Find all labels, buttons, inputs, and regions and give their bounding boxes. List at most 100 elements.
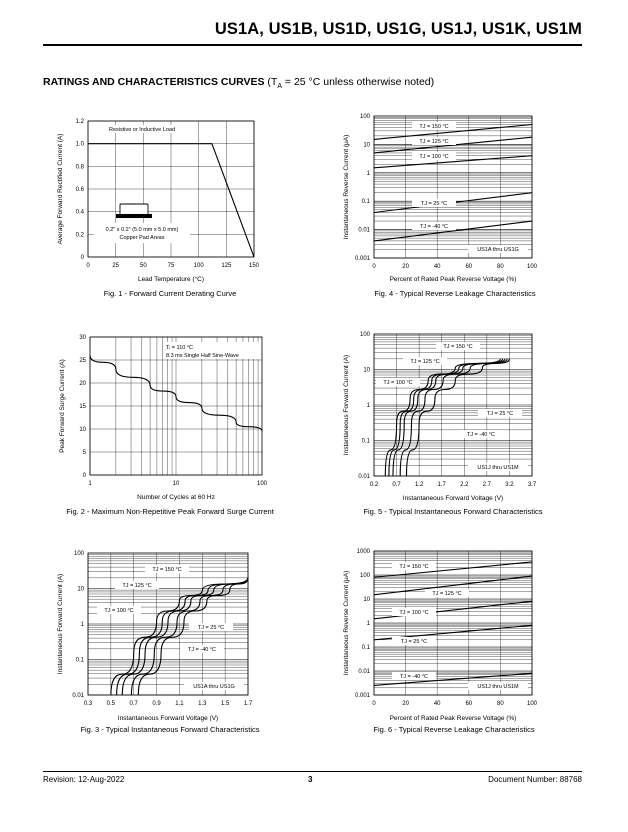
- fig6-y-tick-label: 0.01: [358, 669, 370, 675]
- fig3-series-line: [110, 577, 249, 696]
- fig6-x-tick-label: 60: [465, 701, 472, 707]
- fig4-series-line: [373, 123, 533, 140]
- fig6-y-tick-label: 1: [367, 621, 371, 627]
- fig2-x-axis-label: Number of Cycles at 60 Hz: [137, 494, 215, 501]
- fig4-series-line: [373, 192, 533, 214]
- page-title: US1A, US1B, US1D, US1G, US1J, US1K, US1M: [214, 20, 582, 38]
- footer-rule: [43, 771, 582, 772]
- fig5-series-line: [384, 358, 501, 477]
- fig3-x-tick-label: 1.3: [198, 701, 207, 707]
- fig3-y-tick-label: 10: [77, 587, 84, 593]
- fig3-x-tick-label: 0.3: [84, 701, 93, 707]
- fig2-y-tick-label: 15: [79, 404, 86, 410]
- fig1-y-tick-label: 0: [81, 255, 85, 261]
- fig3-series-label-bg: [115, 581, 159, 589]
- fig2-annotation-temp: Tₗ = 110 °C: [166, 345, 193, 351]
- fig5-y-tick-label: 0.01: [358, 474, 370, 480]
- fig1-caption: Fig. 1 - Forward Current Derating Curve: [104, 289, 237, 298]
- fig4-series-line: [373, 155, 533, 169]
- fig5-series-label: TJ = 150 °C: [443, 344, 472, 350]
- fig5-frame: [373, 333, 533, 477]
- fig4-series-label-bg: [412, 137, 456, 145]
- fig4-x-tick-label: 60: [465, 264, 472, 270]
- fig6-series-label-bg: [425, 589, 469, 597]
- fig2-y-tick-label: 30: [79, 335, 86, 341]
- fig4-annotation-range-bg: [468, 245, 528, 253]
- fig5-annotation-range-bg: [468, 463, 528, 471]
- fig6-series-label-bg: [392, 672, 436, 680]
- fig1-y-tick-label: 1.2: [76, 119, 85, 125]
- fig1-annotation-pad-area: Copper Pad Areas: [120, 235, 165, 241]
- fig4-series-label-bg: [412, 222, 456, 230]
- fig5-series-label-bg: [403, 357, 447, 365]
- fig2-annotation-bg: [164, 342, 260, 359]
- fig3-x-axis-label: Instantaneous Forward Voltage (V): [118, 715, 218, 722]
- fig3-x-tick-label: 1.7: [244, 701, 253, 707]
- fig3-series-label: TJ = -40 °C: [188, 647, 216, 653]
- fig4-x-tick-label: 20: [402, 264, 409, 270]
- fig5-y-tick-label: 0.1: [362, 439, 371, 445]
- fig4-frame: [373, 115, 533, 259]
- fig3-series-label-bg: [145, 565, 189, 573]
- fig5-series-line: [399, 358, 508, 477]
- fig6-frame: [373, 550, 533, 696]
- fig6-series-line: [373, 624, 533, 641]
- fig5-x-tick-label: 3.7: [528, 482, 537, 488]
- fig4-x-axis-label: Percent of Rated Peak Reverse Voltage (%…: [390, 276, 517, 283]
- fig6-series-label: TJ = 150 °C: [399, 564, 428, 570]
- fig5-x-tick-label: 1.7: [438, 482, 447, 488]
- fig3-series-line: [116, 577, 249, 696]
- fig6-series-label-bg: [392, 562, 436, 570]
- fig3-x-tick-label: 0.7: [130, 701, 139, 707]
- fig4-series-label-bg: [412, 199, 456, 207]
- fig2-caption: Fig. 2 - Maximum Non-Repetitive Peak For…: [66, 507, 274, 516]
- fig6-y-tick-label: 10: [363, 597, 370, 603]
- fig4-series-label-bg: [412, 122, 456, 130]
- fig3-y-tick-label: 100: [74, 551, 85, 557]
- fig6-x-tick-label: 20: [402, 701, 409, 707]
- fig5-y-tick-label: 100: [360, 332, 371, 338]
- fig2-y-tick-label: 5: [83, 450, 87, 456]
- fig3-x-tick-label: 0.5: [107, 701, 116, 707]
- fig4-caption: Fig. 4 - Typical Reverse Leakage Charact…: [374, 289, 535, 298]
- fig5-y-tick-label: 10: [363, 368, 370, 374]
- fig4-x-tick-label: 40: [434, 264, 441, 270]
- section-title-rest: (T: [264, 76, 278, 88]
- fig1-y-tick-label: 1.0: [76, 142, 85, 148]
- fig6-series-line: [373, 600, 533, 620]
- fig3-series-label-bg: [180, 645, 224, 653]
- fig6-x-tick-label: 0: [372, 701, 376, 707]
- fig3-series-label: TJ = 150 °C: [152, 567, 181, 573]
- fig6-annotation-range-bg: [468, 682, 528, 690]
- fig5-series-label: TJ = 100 °C: [383, 380, 412, 386]
- fig2-x-tick-label: 100: [257, 481, 268, 487]
- fig4-series-label: TJ = 25 °C: [421, 201, 447, 207]
- fig1-annotation-pad-size: 0.2" x 0.2" (5.0 mm x 5.0 mm): [106, 227, 179, 233]
- fig4-x-tick-label: 100: [527, 264, 538, 270]
- fig5-series-label-bg: [459, 430, 503, 438]
- fig4-x-tick-label: 0: [372, 264, 376, 270]
- fig3-series-line: [130, 577, 249, 696]
- fig6-series-label-bg: [392, 608, 436, 616]
- fig1-x-tick-label: 0: [86, 263, 90, 269]
- fig4-series-label-bg: [412, 152, 456, 160]
- section-title-end: = 25 °C unless otherwise noted): [281, 76, 435, 88]
- footer-revision: Revision: 12-Aug-2022: [43, 775, 125, 784]
- fig6-y-tick-label: 1000: [357, 549, 371, 555]
- fig6-caption: Fig. 6 - Typical Reverse Leakage Charact…: [373, 725, 534, 734]
- fig5-y-axis-label: Instantaneous Forward Current (A): [343, 355, 350, 455]
- fig1-package-icon: [119, 203, 149, 218]
- fig4-annotation-range: US1A thru US1G: [477, 247, 519, 253]
- fig3-x-tick-label: 1.5: [221, 701, 230, 707]
- fig4-y-tick-label: 0.1: [362, 199, 371, 205]
- fig6-x-tick-label: 100: [527, 701, 538, 707]
- fig1-y-axis-label: Average Forward Rectified Current (A): [57, 134, 64, 245]
- fig5-series-label: TJ = 125 °C: [410, 359, 439, 365]
- fig5-series-label: TJ = 25 °C: [487, 411, 513, 417]
- fig3-series-label-bg: [97, 606, 141, 614]
- fig2-y-axis-label: Peak Forward Surge Current (A): [59, 359, 66, 453]
- footer-page-number: 3: [308, 775, 313, 784]
- header-rule: [43, 44, 582, 46]
- section-title-sub: A: [277, 83, 282, 91]
- fig1-x-tick-label: 25: [112, 263, 119, 269]
